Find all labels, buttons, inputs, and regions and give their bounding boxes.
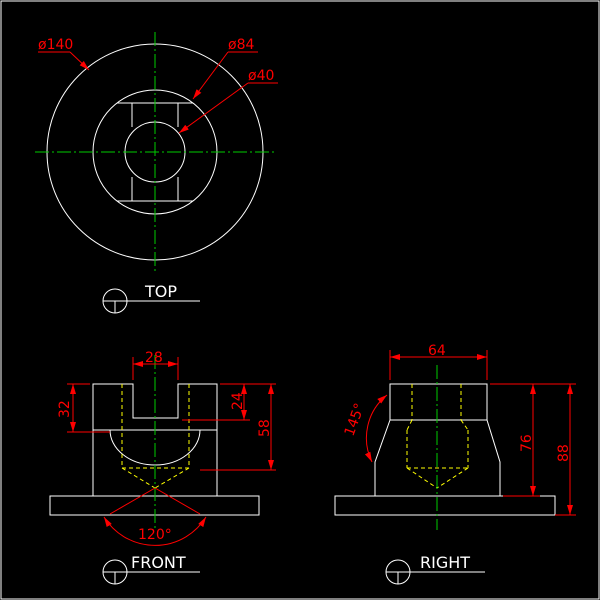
view-title-front: FRONT [131,553,186,572]
ext-line [154,487,201,515]
front-view: 28 32 24 58 120° FRONT [49,350,276,585]
base-plate [334,495,556,516]
hidden-cone [406,467,438,489]
dim-dia-inner: ø40 [248,68,274,84]
dim-slot-width: 28 [145,350,163,366]
dim-hole-depth: 24 [230,392,246,410]
dim-chamfer-angle: 145° [342,401,369,438]
hidden-line [406,419,413,431]
leader-dia-inner [178,82,249,134]
right-view: 64 76 88 145° RIGHT [334,343,576,585]
dim-cone-angle: 120° [138,527,172,543]
dim-dia-mid: ø84 [228,37,254,53]
dim-front-height: 58 [257,419,273,437]
view-title-right: RIGHT [420,553,470,572]
hidden-cone [154,467,190,489]
dim-total-height: 88 [556,444,572,462]
dim-slot-depth: 32 [57,400,73,418]
angle-arc [103,516,207,546]
leader-dia-outer [69,51,90,71]
hidden-line [460,419,469,431]
leader-dia-mid [192,51,229,100]
hidden-cone [121,467,156,489]
view-title-top: TOP [144,282,177,301]
angle-arc [364,394,388,463]
dim-dia-outer: ø140 [38,37,73,53]
dim-right-height: 76 [519,434,535,452]
dim-top-width: 64 [428,343,446,359]
ext-line [109,487,156,515]
hidden-cone [436,467,469,489]
top-view: ø140 ø84 ø40 TOP [35,32,278,314]
